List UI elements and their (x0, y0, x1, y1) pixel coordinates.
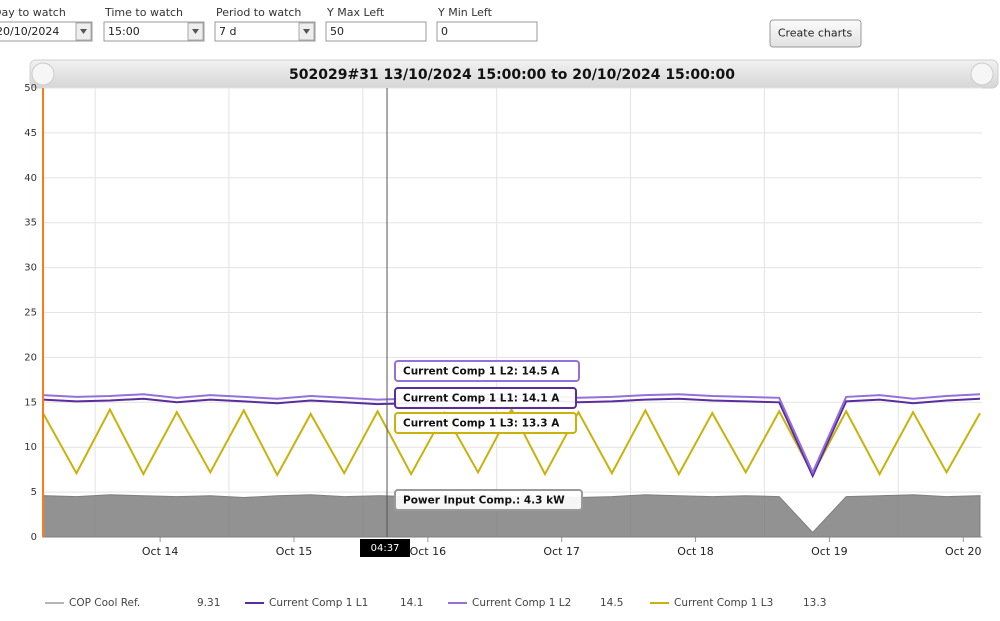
tooltip-text: Current Comp 1 L1: 14.1 A (403, 393, 560, 405)
control-box[interactable] (214, 21, 316, 42)
tooltip-box (394, 360, 580, 382)
legend-label: Current Comp 1 L3 (674, 597, 773, 609)
legend-value: 14.5 (600, 597, 623, 609)
tooltip-text: Current Comp 1 L3: 13.3 A (403, 418, 560, 430)
crosshair-label-box (360, 539, 411, 557)
tooltip-box (394, 412, 577, 434)
dropdown-arrow (192, 29, 199, 34)
y-tick-label: 15 (24, 397, 37, 408)
tooltip-box (394, 387, 577, 409)
y-tick-label: 5 (31, 487, 37, 498)
y-tick-label: 45 (24, 128, 37, 139)
x-tick-label: Oct 16 (410, 545, 447, 558)
dropdown-arrow (303, 29, 310, 34)
y-tick-label: 10 (24, 442, 37, 453)
control-label: Period to watch (216, 6, 301, 19)
control-value[interactable]: 0 (441, 25, 448, 38)
control-box[interactable] (325, 21, 427, 42)
dropdown-arrow (80, 29, 87, 34)
range-handle-left[interactable] (31, 62, 55, 86)
x-tick-label: Oct 15 (276, 545, 313, 558)
control-value[interactable]: 20/10/2024 (0, 25, 59, 38)
button-label[interactable]: Create charts (778, 27, 853, 40)
y-tick-label: 35 (24, 218, 37, 229)
y-tick-label: 25 (24, 308, 37, 319)
control-value[interactable]: 15:00 (108, 25, 140, 38)
crosshair-label: 04:37 (371, 543, 400, 554)
y-tick-label: 30 (24, 263, 37, 274)
x-tick-label: Oct 14 (142, 545, 179, 558)
form: Day to watch 20/10/2024 Time to watch 15:00… (0, 6, 538, 42)
y-tick-label: 40 (24, 173, 37, 184)
x-tick-label: Oct 17 (543, 545, 580, 558)
legend-label: Current Comp 1 L2 (472, 597, 571, 609)
tooltip-text: Power Input Comp.: 4.3 kW (403, 495, 565, 507)
range-handle-right[interactable] (970, 62, 994, 86)
x-tick-label: Oct 20 (945, 545, 982, 558)
plot-area: 0 5 10 15 20 25 30 35 40 45 50 Oct 14 Oct 15 Oct 16 Oc… (24, 83, 982, 609)
legend-value: 14.1 (400, 597, 423, 609)
y-tick-label: 20 (24, 352, 37, 363)
control-box[interactable] (0, 21, 93, 42)
y-tick-label: 50 (24, 83, 37, 94)
control-value[interactable]: 50 (330, 25, 344, 38)
legend-label: COP Cool Ref. (69, 597, 140, 609)
create-charts-button[interactable] (769, 19, 862, 48)
legend-value: 9.31 (197, 597, 220, 609)
y-tick-label: 0 (31, 532, 37, 543)
control-label: Time to watch (104, 6, 183, 19)
control-label: Y Min Left (437, 6, 493, 19)
control-label: Day to watch (0, 6, 66, 19)
x-tick-label: Oct 19 (811, 545, 848, 558)
control-value[interactable]: 7 d (219, 25, 236, 38)
control-label: Y Max Left (326, 6, 385, 19)
legend-label: Current Comp 1 L1 (269, 597, 368, 609)
legend-value: 13.3 (803, 597, 826, 609)
x-tick-label: Oct 18 (677, 545, 714, 558)
tooltip-box (394, 489, 583, 511)
tooltip-text: Current Comp 1 L2: 14.5 A (403, 366, 560, 378)
control-box[interactable] (103, 21, 205, 42)
chart-title: 502029#31 13/10/2024 15:00:00 to 20/10/2… (289, 67, 735, 83)
control-box[interactable] (436, 21, 538, 42)
